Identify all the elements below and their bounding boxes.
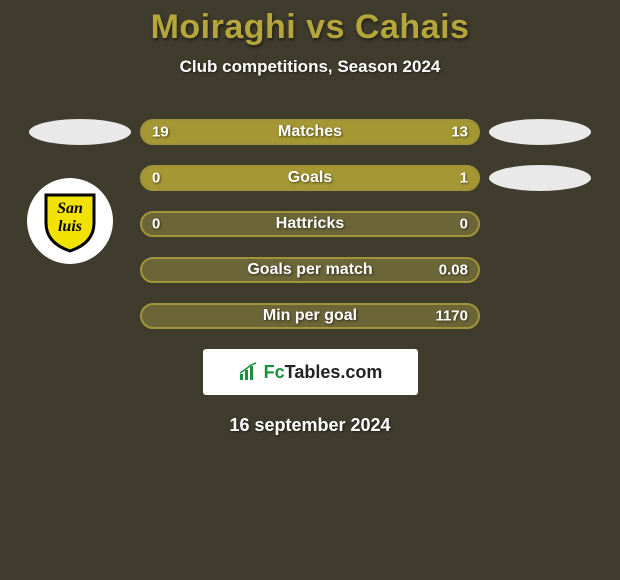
page-title: Moiraghi vs Cahais [0, 0, 620, 47]
right-team-ellipse-1 [489, 119, 591, 145]
bar-chart-icon [238, 362, 258, 382]
right-slot-0 [480, 119, 600, 145]
bar-hattricks: 0 Hattricks 0 [140, 211, 480, 237]
badge-text-1: San [57, 200, 83, 217]
bar-gpm-label: Goals per match [247, 261, 372, 279]
bar-matches-left-value: 19 [152, 124, 169, 141]
badge-text-2: luis [58, 218, 82, 235]
right-team-ellipse-2 [489, 165, 591, 191]
bar-matches-right-value: 13 [451, 124, 468, 141]
brand-suffix: Tables.com [285, 362, 383, 382]
bar-hattricks-right-value: 0 [460, 216, 468, 233]
bar-hattricks-label: Hattricks [276, 215, 344, 233]
right-slot-1 [480, 165, 600, 191]
bar-goals-right-fill [202, 167, 478, 189]
bar-mpg-label: Min per goal [263, 307, 357, 325]
bar-goals-label: Goals [288, 169, 332, 187]
bar-matches-label: Matches [278, 123, 342, 141]
brand-prefix: Fc [264, 362, 285, 382]
left-slot-0 [20, 119, 140, 145]
bar-hattricks-left-value: 0 [152, 216, 160, 233]
bar-mpg-right-value: 1170 [435, 308, 468, 325]
content: Moiraghi vs Cahais Club competitions, Se… [0, 0, 620, 580]
page-subtitle: Club competitions, Season 2024 [0, 57, 620, 77]
bar-matches: 19 Matches 13 [140, 119, 480, 145]
row-mpg: Min per goal 1170 [0, 303, 620, 329]
left-team-badge: San luis [27, 178, 113, 264]
footer-brand-text: FcTables.com [264, 362, 383, 383]
bar-goals-right-value: 1 [460, 170, 468, 187]
date-label: 16 september 2024 [0, 415, 620, 436]
left-team-ellipse-1 [29, 119, 131, 145]
san-luis-shield-icon: San luis [38, 189, 102, 253]
row-gpm: Goals per match 0.08 [0, 257, 620, 283]
bar-gpm-right-value: 0.08 [439, 262, 468, 279]
bar-goals-left-value: 0 [152, 170, 160, 187]
bar-mpg: Min per goal 1170 [140, 303, 480, 329]
bar-gpm: Goals per match 0.08 [140, 257, 480, 283]
footer-brand[interactable]: FcTables.com [203, 349, 418, 395]
row-matches: 19 Matches 13 [0, 119, 620, 145]
bar-goals: 0 Goals 1 [140, 165, 480, 191]
